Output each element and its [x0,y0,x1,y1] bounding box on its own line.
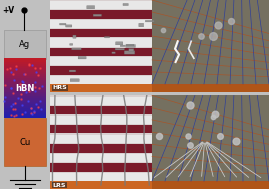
FancyBboxPatch shape [78,56,86,59]
Text: Cu: Cu [19,138,30,147]
Bar [4,80,46,82]
Bar [50,57,152,65]
FancyBboxPatch shape [124,51,135,54]
Text: Ag: Ag [19,40,30,49]
Bar [4,58,46,60]
Bar [4,90,46,92]
Bar [4,70,46,73]
Bar [50,144,152,153]
FancyBboxPatch shape [145,20,154,22]
Bar [4,110,46,112]
Bar [4,96,46,98]
FancyBboxPatch shape [87,6,95,9]
FancyBboxPatch shape [69,70,76,72]
FancyBboxPatch shape [93,14,101,16]
FancyBboxPatch shape [115,48,125,50]
Bar [152,0,269,92]
Bar [4,106,46,108]
Bar [50,116,152,124]
Bar [50,84,152,92]
Bar [50,106,152,115]
FancyBboxPatch shape [70,79,79,82]
Bar [50,135,152,143]
FancyBboxPatch shape [126,45,135,47]
FancyBboxPatch shape [112,52,115,53]
Bar [50,154,152,162]
FancyBboxPatch shape [66,25,72,27]
Bar [4,102,46,104]
Bar [152,95,269,189]
FancyBboxPatch shape [104,36,109,38]
Bar [50,95,152,189]
Bar [50,66,152,74]
Bar [50,0,152,92]
Bar [4,60,46,63]
Bar [4,88,46,90]
Bar [4,112,46,114]
Bar [50,38,152,47]
Bar [4,118,46,166]
FancyBboxPatch shape [116,42,123,45]
Bar [4,78,46,81]
Bar [50,173,152,181]
Bar [4,100,46,102]
Bar [50,10,152,19]
FancyBboxPatch shape [126,44,134,46]
Bar [4,72,46,74]
Bar [4,92,46,94]
Bar [50,97,152,105]
Bar [4,104,46,106]
Bar [4,30,46,59]
Bar [50,1,152,9]
Text: +V: +V [3,6,15,15]
FancyBboxPatch shape [72,48,81,50]
Bar [4,68,46,70]
FancyBboxPatch shape [59,23,66,25]
FancyBboxPatch shape [120,45,125,47]
Bar [50,29,152,37]
Bar [4,114,46,116]
FancyBboxPatch shape [129,49,134,52]
Bar [50,92,269,95]
FancyBboxPatch shape [73,35,76,38]
Bar [4,82,46,84]
Bar [50,125,152,133]
Bar [4,74,46,77]
Bar [50,181,152,189]
FancyBboxPatch shape [139,23,144,27]
Text: LRS: LRS [52,183,66,187]
Bar [4,94,46,96]
Bar [4,64,46,67]
Bar [4,76,46,78]
Bar [0,0,50,189]
Bar [4,62,46,65]
Bar [50,20,152,28]
Bar [152,84,269,92]
FancyBboxPatch shape [123,3,128,6]
Bar [4,108,46,110]
Bar [4,66,46,69]
Bar [50,163,152,172]
Bar [4,98,46,100]
Text: HRS: HRS [52,85,67,90]
Text: hBN: hBN [15,84,35,93]
Bar [50,48,152,56]
Bar [50,76,152,84]
Bar [4,116,46,118]
Bar [4,86,46,88]
FancyBboxPatch shape [70,43,73,45]
Bar [152,181,269,189]
Bar [4,84,46,86]
